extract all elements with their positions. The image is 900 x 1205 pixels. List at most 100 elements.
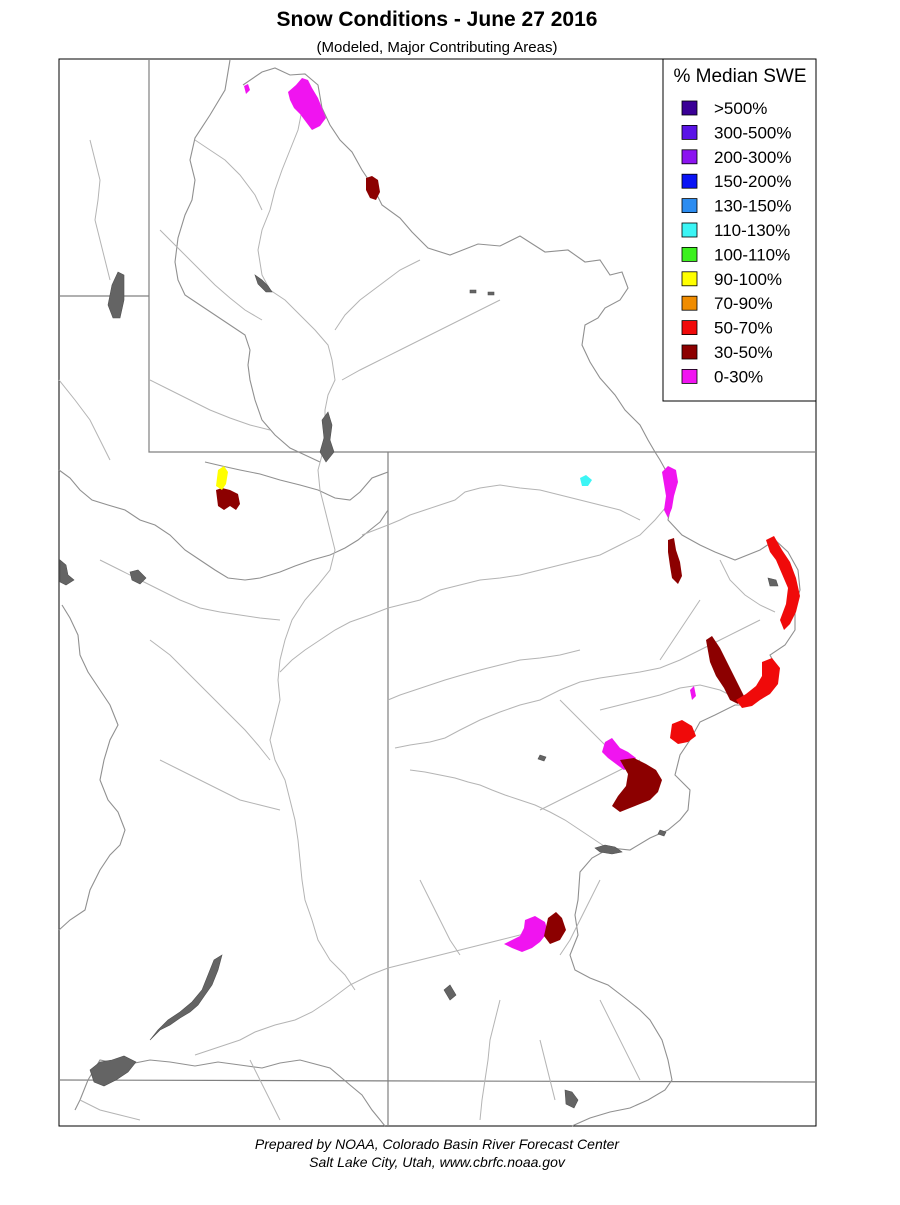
legend-label: 70-90%	[714, 294, 773, 313]
tributary-21	[719, 559, 776, 613]
legend-label: 130-150%	[714, 197, 792, 216]
snow-patch-san-juan-e	[544, 912, 566, 944]
snow-patch-san-juan	[504, 916, 548, 952]
snow-patch-sawatch	[612, 758, 662, 812]
tributary-12	[559, 879, 601, 956]
snow-patch-park-range	[662, 466, 678, 518]
tributary-3	[334, 259, 421, 331]
legend-label: 150-200%	[714, 172, 792, 191]
legend-swatch	[681, 222, 698, 238]
legend-items: >500% 300-500% 200-300% 150-200% 130-150% 110…	[681, 99, 792, 386]
flaming-gorge	[319, 411, 335, 463]
snow-50-70	[670, 536, 800, 744]
snow-patch-uinta-n	[216, 466, 228, 490]
map-frame	[58, 58, 817, 1127]
legend-swatch	[681, 320, 698, 336]
credit-line-2: Salt Lake City, Utah, www.cbrfc.noaa.gov	[309, 1154, 565, 1170]
legend-swatch	[681, 149, 698, 165]
tributary-19	[89, 139, 111, 281]
tributary-9	[659, 599, 701, 661]
tributary-17	[79, 1099, 141, 1121]
small-lake-4	[537, 754, 547, 762]
map-subtitle: (Modeled, Major Contributing Areas)	[316, 39, 558, 56]
snow-patch-wind-river-2	[244, 84, 250, 94]
legend-swatch	[681, 198, 698, 214]
legend-label: >500%	[714, 99, 767, 118]
legend-swatch	[681, 125, 698, 140]
utah-lake	[59, 559, 75, 586]
arizona-newmexico-border	[58, 1079, 817, 1083]
legend-label: 50-70%	[714, 319, 773, 338]
snow-90-100	[216, 466, 228, 490]
tributary-13	[419, 879, 461, 956]
gunnison-river	[394, 619, 761, 749]
tributary-7	[149, 639, 271, 761]
basin-boundary	[58, 59, 801, 1127]
legend-swatch	[681, 344, 698, 360]
rivers	[58, 84, 776, 1121]
legend-swatch	[681, 173, 698, 189]
legend-label: 200-300%	[714, 148, 792, 167]
tributary-14	[479, 999, 501, 1121]
snow-patch-front-range-n	[766, 536, 800, 630]
tributary-5	[149, 379, 271, 431]
state-borders	[58, 59, 817, 1126]
lake-powell-arm	[149, 954, 223, 1041]
snow-patch-gore	[706, 636, 744, 704]
legend-label: 300-500%	[714, 123, 792, 142]
snow-patch-wind-river	[288, 78, 326, 130]
credit-line-1: Prepared by NOAA, Colorado Basin River F…	[254, 1136, 620, 1152]
white-river	[387, 649, 581, 701]
small-lake-1	[469, 289, 477, 294]
tributary-16	[539, 1039, 556, 1101]
navajo-reservoir	[564, 1089, 579, 1109]
blue-mesa	[594, 844, 623, 855]
lake-granby	[767, 577, 779, 587]
map-title: Snow Conditions - June 27 2016	[276, 8, 598, 31]
legend-swatch	[681, 100, 698, 116]
snow-patch-uinta	[216, 488, 240, 510]
snow-30-50	[216, 176, 744, 944]
tributary-6	[99, 559, 281, 621]
snow-0-30	[244, 78, 696, 952]
snow-patch-front-range-c	[736, 658, 780, 708]
snow-patch-medicine-bow	[580, 475, 592, 486]
small-lake-2	[487, 291, 495, 296]
strawberry-res	[129, 569, 147, 585]
san-juan-river	[194, 929, 541, 1056]
legend-label: 110-130%	[714, 221, 790, 240]
legend-swatch	[681, 271, 698, 287]
legend-label: 30-50%	[714, 343, 773, 362]
colorado-river	[279, 499, 673, 673]
legend: % Median SWE >500% 300-500% 200-300% 150-20…	[662, 58, 817, 402]
lake-powell	[89, 1055, 137, 1087]
legend-label: 100-110%	[714, 245, 790, 264]
wyoming-border	[148, 59, 816, 453]
snow-patch-mosquito	[670, 720, 696, 744]
snow-patch-front	[690, 686, 696, 700]
tributary-8	[159, 759, 281, 811]
snow-110-130	[580, 475, 592, 486]
small-lake-3	[657, 829, 667, 837]
tributary-10	[599, 684, 741, 711]
lakes	[59, 271, 779, 1109]
legend-swatch	[681, 295, 698, 311]
fontenelle	[254, 274, 273, 293]
snow-patch-gros-ventre	[366, 176, 380, 200]
snow-patch-park-range-s	[668, 538, 682, 584]
tributary-18	[249, 1059, 281, 1121]
legend-label: 90-100%	[714, 270, 782, 289]
legend-title: % Median SWE	[673, 66, 806, 87]
yampa-river	[361, 484, 641, 536]
bear-lake	[107, 271, 125, 319]
tributary-1	[194, 139, 263, 211]
tributary-4	[341, 299, 501, 381]
green-river	[257, 84, 356, 991]
mcphee-res	[443, 984, 457, 1001]
tributary-15	[599, 999, 641, 1081]
dolores-river	[409, 769, 611, 851]
legend-swatch	[681, 246, 698, 262]
tributary-2	[159, 229, 263, 321]
